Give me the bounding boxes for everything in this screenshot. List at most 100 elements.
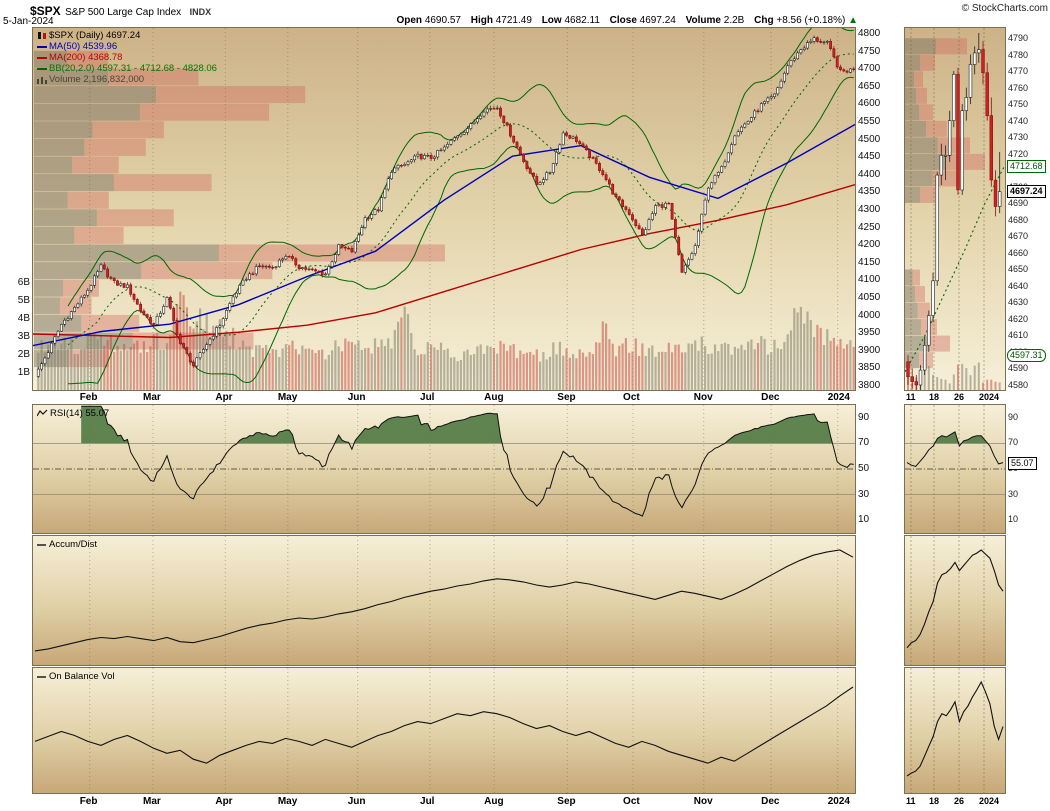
- price-axis-label: 4500: [858, 133, 881, 145]
- volume-label: Volume: [685, 15, 721, 26]
- price-axis-label: 4700: [858, 63, 881, 75]
- zoom-price-axis-label: 4780: [1008, 49, 1029, 60]
- month-axis-label: Apr: [215, 392, 233, 403]
- rsi-legend: RSI(14) 55.07: [37, 408, 109, 419]
- rsi-level-label: 50: [858, 463, 870, 474]
- rsi-zoom-panel: [904, 404, 1006, 534]
- rsi-zoom-level-label: 10: [1008, 514, 1019, 525]
- zoom-price-axis-label: 4630: [1008, 297, 1029, 308]
- obv-panel: [32, 667, 856, 794]
- legend-ma200: MA(200) 4368.78: [37, 52, 122, 63]
- month-axis-label: Oct: [623, 392, 640, 403]
- month-axis-label: Jun: [347, 392, 366, 403]
- zoom-price-axis-label: 4790: [1008, 33, 1029, 43]
- rsi-chart-svg: [33, 405, 855, 533]
- volume-axis-label: 5B: [17, 295, 30, 306]
- zoom-tick-label: 11: [906, 796, 916, 806]
- price-axis-label: 4350: [858, 186, 881, 198]
- zoom-price-axis-label: 4590: [1008, 363, 1029, 374]
- zoom-price-panel: [904, 27, 1006, 391]
- rsi-panel: [32, 404, 856, 534]
- low-label: Low: [541, 15, 562, 26]
- symbol-name: S&P 500 Large Cap Index: [65, 7, 182, 18]
- month-axis-label: Nov: [693, 796, 713, 807]
- price-axis-label: 4400: [858, 168, 881, 180]
- month-axis-label: Mar: [143, 392, 161, 403]
- bb-low-callout: 4597.31: [1007, 349, 1046, 362]
- main-price-panel: [32, 27, 856, 391]
- month-axis-label: Dec: [761, 796, 780, 807]
- price-axis-label: 3850: [858, 362, 881, 374]
- rsi-zoom-svg: [905, 405, 1005, 533]
- month-axis-label: Feb: [79, 796, 98, 807]
- rsi-zoom-level-label: 30: [1008, 488, 1019, 499]
- price-axis-label: 4600: [858, 98, 881, 110]
- price-axis-label: 4800: [858, 28, 881, 39]
- rsi-level-label: 10: [858, 514, 870, 526]
- zoom-tick-label: 2024: [979, 392, 1000, 402]
- month-axis-label: Apr: [215, 796, 233, 807]
- month-axis-label: Oct: [623, 796, 640, 807]
- zoom-tick-label: 26: [954, 796, 965, 806]
- month-axis-label: 2024: [827, 796, 850, 807]
- high-label: High: [470, 15, 493, 26]
- month-axis-label: Aug: [484, 796, 504, 807]
- price-axis-label: 4550: [858, 116, 881, 127]
- price-axis-label: 4100: [858, 274, 881, 286]
- zoom-price-axis-label: 4580: [1008, 379, 1029, 390]
- month-axis-label: Jul: [420, 392, 435, 403]
- month-axis-label: Nov: [693, 392, 713, 403]
- price-axis-label: 4650: [858, 80, 881, 92]
- zoom-price-axis-label: 4670: [1008, 231, 1029, 242]
- legend-symbol: $SPX (Daily) 4697.24: [37, 30, 140, 41]
- volume-axis-label: 1B: [17, 367, 30, 378]
- price-axis-label: 4250: [858, 221, 881, 233]
- price-axis-label: 4750: [858, 45, 881, 57]
- line-icon: [37, 544, 46, 546]
- price-axis-label: 3800: [858, 380, 881, 391]
- zoom-price-axis-label: 4750: [1008, 99, 1029, 110]
- copyright-link[interactable]: © StockCharts.com: [961, 3, 1048, 14]
- zoom-price-axis-label: 4620: [1008, 313, 1029, 324]
- zoom-price-axis-label: 4650: [1008, 264, 1029, 275]
- zoom-price-axis-label: 4740: [1008, 115, 1029, 126]
- chg-value: +8.56 (+0.18%): [776, 15, 846, 26]
- zoom-price-axis-label: 4720: [1008, 148, 1029, 159]
- rsi-level-label: 90: [858, 411, 870, 423]
- zoom-tick-label: 2024: [979, 796, 1000, 806]
- zoom-price-axis-label: 4760: [1008, 82, 1029, 93]
- rsi-level-label: 30: [858, 488, 870, 500]
- chart-date: 5-Jan-2024: [3, 16, 54, 27]
- close-label: Close: [609, 15, 637, 26]
- line-chart-icon: [37, 410, 48, 417]
- bb-mid-callout: 4712.68: [1007, 160, 1046, 173]
- quote-row: Open 4690.57 High 4721.49 Low 4682.11 Cl…: [389, 15, 858, 26]
- symbol: $SPX: [30, 4, 61, 18]
- volume-bars: [37, 291, 855, 390]
- month-axis-label: Mar: [143, 796, 161, 807]
- obv-zoom-svg: [906, 668, 1004, 793]
- month-axis-label: May: [277, 392, 298, 403]
- close-price-callout: 4697.24: [1007, 185, 1046, 198]
- month-axis-label: May: [277, 796, 298, 807]
- accum-dist-zoom-panel: [904, 535, 1006, 666]
- zoom-tick-label: 18: [929, 796, 940, 806]
- rsi-zoom-level-label: 90: [1008, 411, 1019, 422]
- close-value: 4697.24: [639, 15, 676, 26]
- accum-dist-legend: Accum/Dist: [37, 539, 97, 550]
- zoom-price-axis-label: 4730: [1008, 132, 1029, 143]
- open-label: Open: [396, 15, 423, 26]
- volume-axis-label: 2B: [17, 349, 30, 360]
- zoom-price-axis-label: 4690: [1008, 198, 1029, 209]
- accum-dist-panel: [32, 535, 856, 666]
- rsi-level-label: 70: [858, 437, 870, 449]
- obv-legend: On Balance Vol: [37, 671, 115, 682]
- month-axis-label: Dec: [761, 392, 780, 403]
- line-icon: [37, 56, 47, 59]
- candlestick-icon: [38, 31, 46, 39]
- zoom-price-axis-label: 4680: [1008, 214, 1029, 225]
- obv-svg: [34, 668, 854, 793]
- price-axis-label: 4300: [858, 204, 881, 215]
- zoom-tick-label: 18: [929, 392, 940, 402]
